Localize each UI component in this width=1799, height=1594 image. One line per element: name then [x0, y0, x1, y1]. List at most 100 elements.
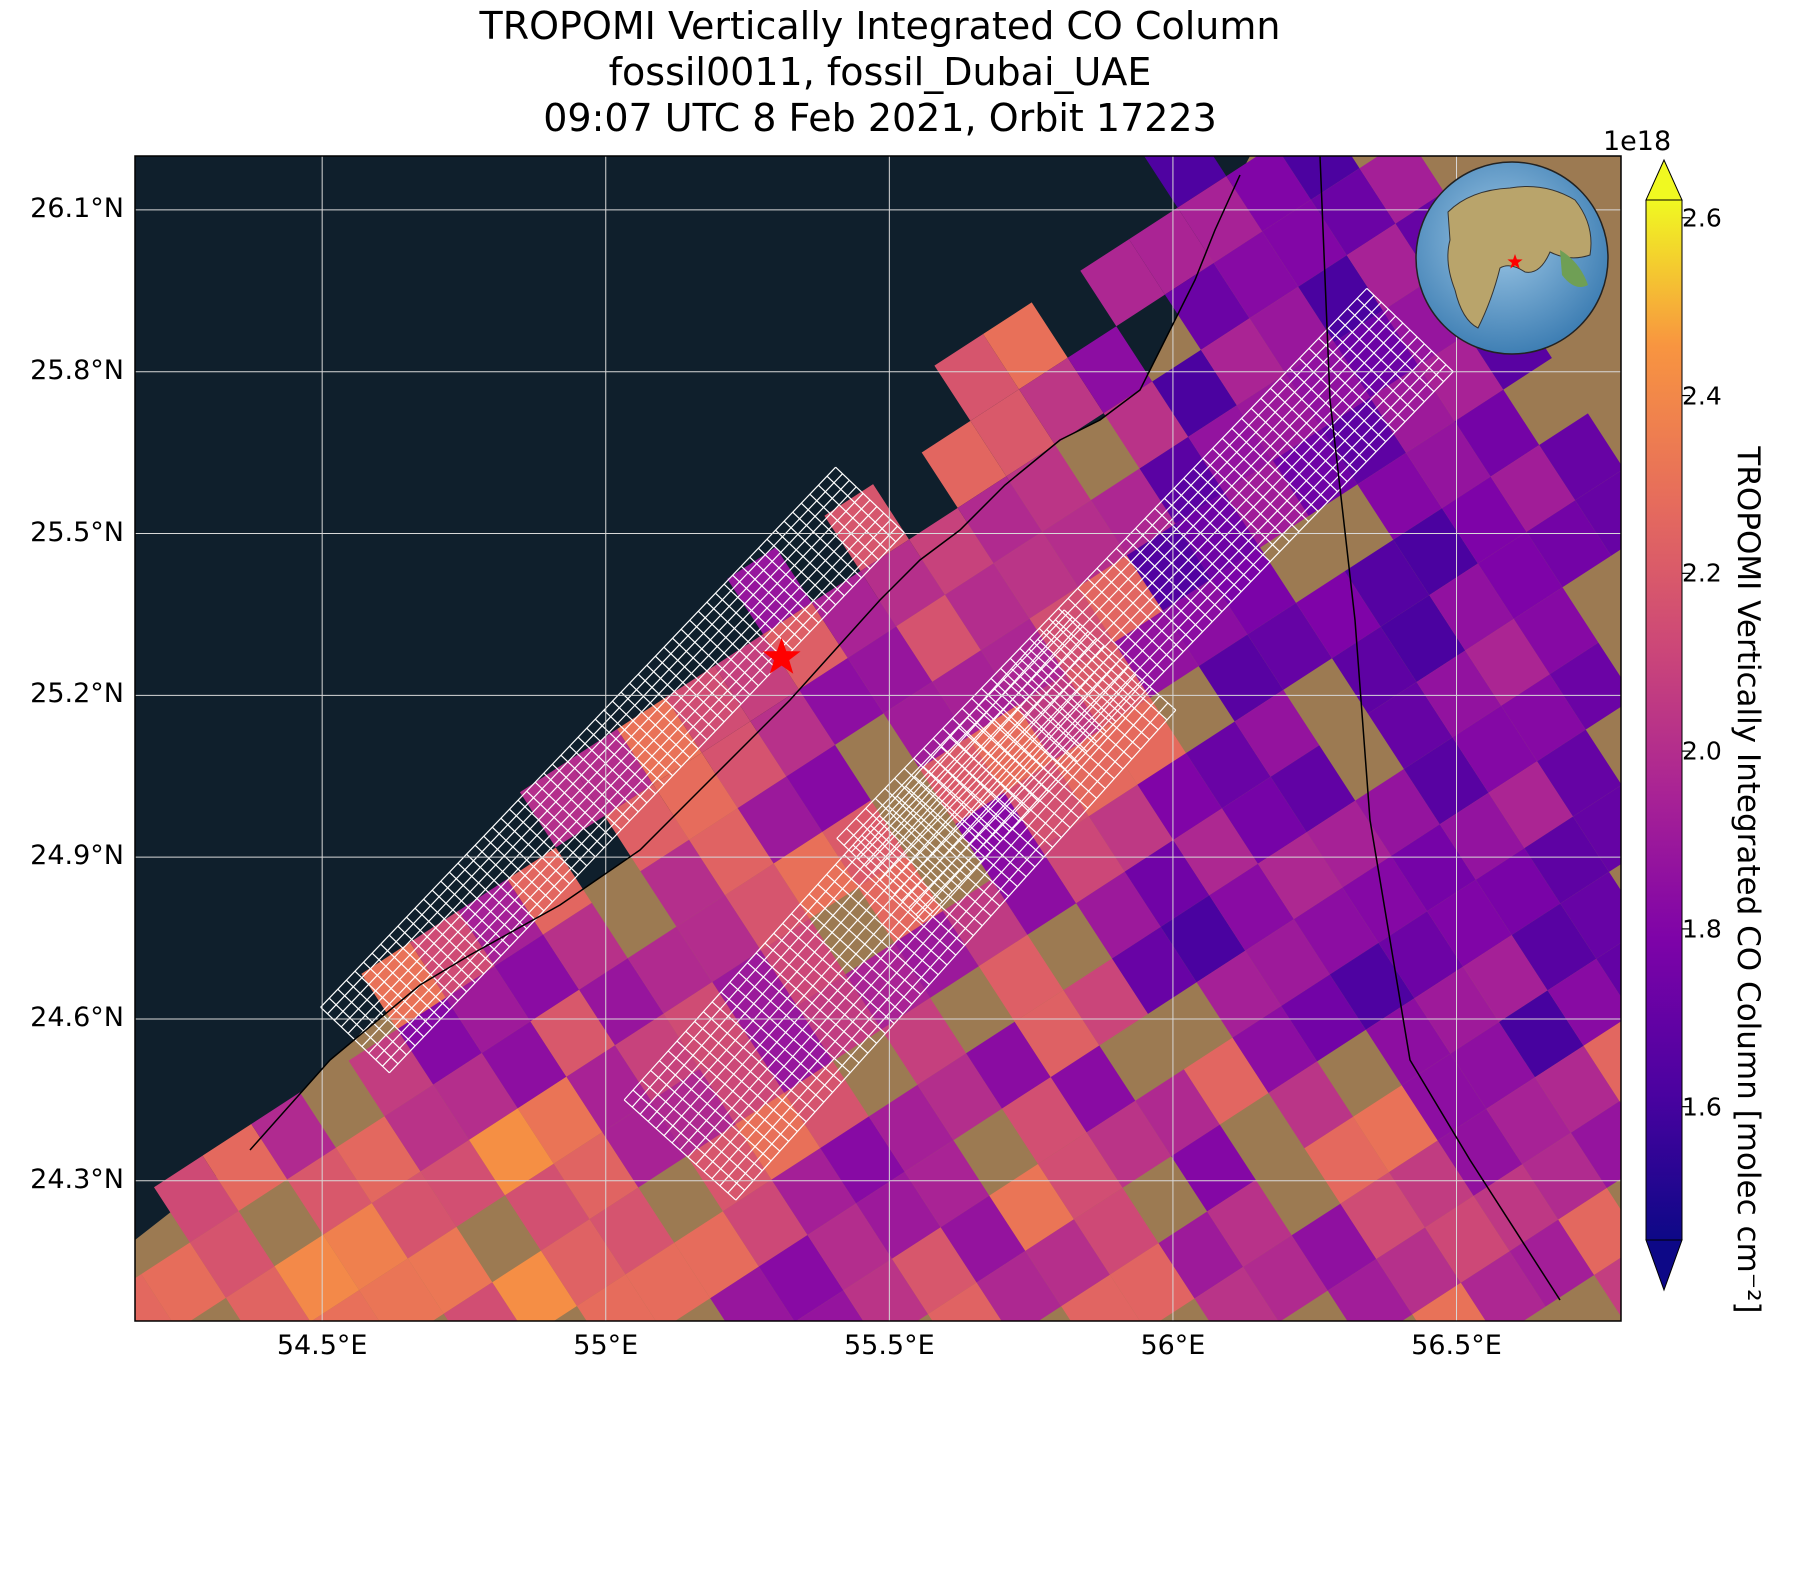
co-pixel	[1412, 1282, 1486, 1321]
co-pixel	[1357, 452, 1442, 540]
latitude-label: 26.1°N	[30, 192, 124, 224]
co-pixel	[311, 1290, 380, 1321]
co-pixel	[773, 831, 859, 919]
grid-line	[764, 942, 878, 1044]
co-pixel	[883, 681, 969, 769]
co-pixel	[1473, 1164, 1559, 1252]
globe-green	[1560, 250, 1588, 288]
co-pixel	[748, 1005, 833, 1093]
grid-line	[984, 697, 1098, 799]
grid-line	[543, 772, 613, 840]
grid-line	[915, 364, 1447, 916]
grid-line	[1038, 627, 1126, 713]
co-pixel	[469, 1108, 554, 1196]
grid-line	[667, 1050, 781, 1152]
grid-line	[1221, 437, 1310, 523]
grid-line	[755, 952, 869, 1054]
grid-line	[654, 655, 725, 723]
co-pixel	[1019, 357, 1104, 445]
co-pixel	[335, 1116, 421, 1204]
grid-line	[577, 736, 648, 804]
grid-line	[1202, 457, 1290, 543]
grid-line	[923, 747, 1011, 833]
grid-line	[1077, 587, 1165, 673]
colorbar-tick-label: 2.6	[1682, 203, 1722, 233]
grid-line	[1086, 577, 1175, 663]
grid-line	[1096, 567, 1184, 653]
grid-line	[757, 547, 828, 615]
co-pixel	[1332, 626, 1417, 714]
co-pixel	[771, 1148, 857, 1235]
grid-line	[509, 808, 579, 876]
grid-line	[414, 907, 485, 975]
grid-line	[637, 673, 708, 741]
co-pixel	[991, 847, 1077, 935]
grid-line	[526, 790, 596, 858]
co-pixel	[1103, 381, 1189, 469]
colorbar-tick-label: 1.8	[1682, 914, 1722, 944]
co-pixel	[1490, 445, 1576, 532]
grid-line	[1067, 597, 1155, 683]
grid-line	[1308, 347, 1396, 433]
co-pixel	[1535, 1045, 1620, 1133]
co-pixel	[1063, 958, 1148, 1046]
grid-line	[836, 837, 924, 923]
grid-line	[1231, 427, 1319, 513]
co-pixel	[892, 1227, 977, 1315]
co-pixel	[519, 760, 605, 848]
grid-line	[738, 972, 851, 1074]
co-pixel	[627, 926, 713, 1014]
grid-line	[884, 787, 972, 873]
co-pixel	[1080, 239, 1165, 327]
co-pixel	[896, 594, 981, 682]
grid-line	[388, 934, 459, 1002]
coastline	[249, 174, 1241, 1151]
colorbar-tick-label: 2.4	[1682, 381, 1722, 411]
grid-line	[623, 1099, 737, 1201]
grid-line	[1366, 287, 1454, 373]
grid-line	[818, 484, 888, 552]
credits: Created 3 Oct 2024 Source: NASA/JPL-Calt…	[1322, 1478, 1603, 1532]
co-pixel	[407, 1226, 493, 1314]
grid-line	[641, 1079, 754, 1181]
grid-line	[1241, 417, 1329, 503]
co-pixel	[934, 334, 1019, 421]
co-pixel	[492, 1250, 577, 1321]
co-pixel	[274, 1234, 360, 1321]
grid-line	[1356, 297, 1444, 383]
co-pixel	[1376, 1227, 1461, 1315]
globe-target-star	[1507, 254, 1523, 269]
sounding-footprint-grids	[320, 287, 1454, 1201]
grid-line	[1019, 647, 1107, 733]
co-pixel	[701, 721, 787, 809]
grid-line	[623, 609, 1065, 1101]
co-pixel	[820, 1116, 905, 1204]
co-pixel	[1346, 223, 1432, 311]
co-pixel	[371, 1171, 457, 1259]
co-pixel	[1488, 761, 1573, 849]
grid-line	[337, 988, 407, 1056]
co-pixel	[1144, 156, 1227, 208]
co-pixel	[1486, 1077, 1571, 1165]
co-pixel	[758, 1235, 844, 1321]
co-pixel	[1327, 1259, 1413, 1321]
map-area	[135, 156, 1621, 1321]
grid-line	[1144, 517, 1232, 603]
co-pixel	[433, 1053, 518, 1140]
co-pixel	[553, 1132, 639, 1220]
grid-line	[715, 592, 785, 660]
co-pixel	[1101, 697, 1186, 785]
co-pixel	[1353, 1085, 1438, 1173]
grid-line	[975, 707, 1089, 809]
grid-line	[1164, 497, 1252, 583]
co-pixel	[1570, 1101, 1621, 1188]
grid-line	[1046, 629, 1159, 731]
grid-line	[775, 529, 845, 597]
co-pixel	[712, 950, 797, 1038]
longitude-label: 55.5°E	[843, 1330, 935, 1361]
grid-line	[872, 322, 1404, 874]
inset-globe	[1415, 161, 1609, 355]
co-pixel	[932, 650, 1017, 738]
co-pixel	[735, 1092, 821, 1180]
co-pixel	[1200, 318, 1286, 406]
